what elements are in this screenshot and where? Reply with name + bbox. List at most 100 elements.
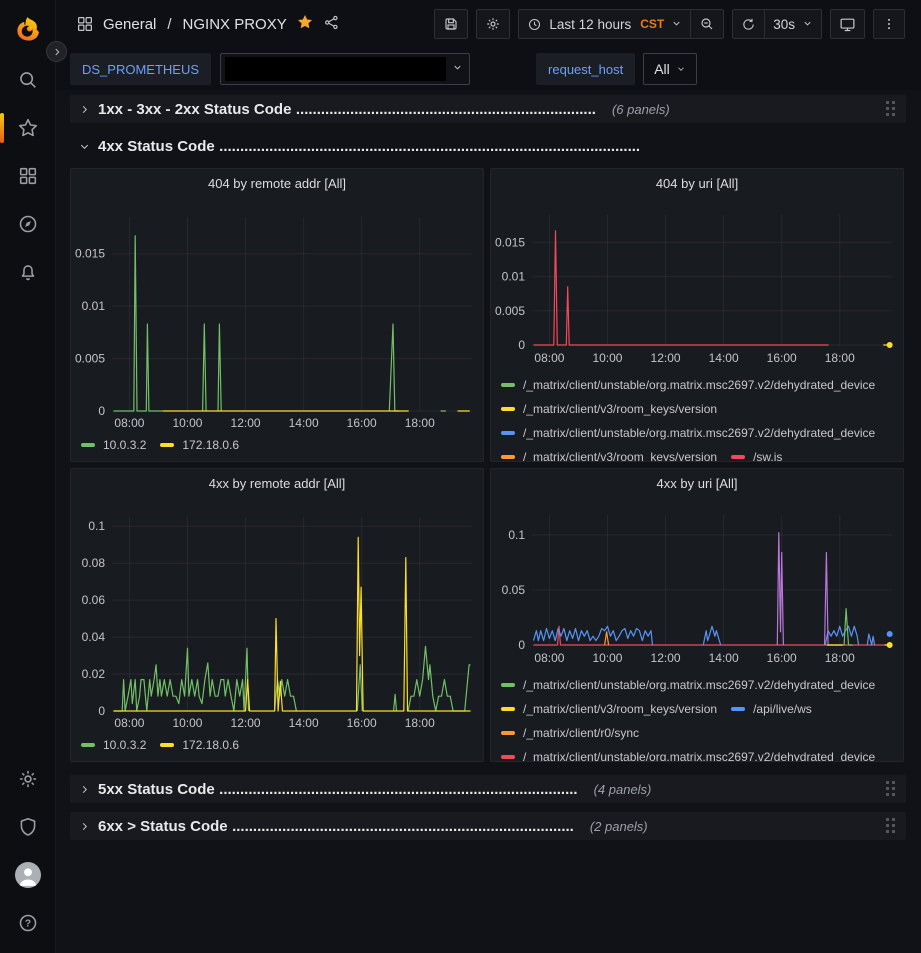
sidebar-expand-button[interactable] [46, 41, 67, 62]
row-header-5xx[interactable]: 5xx Status Code ........................… [70, 775, 906, 803]
refresh-button[interactable] [733, 10, 764, 38]
row-title: 4xx Status Code [98, 138, 215, 155]
panel-title[interactable]: 404 by remote addr [All] [71, 169, 483, 197]
more-options-button[interactable] [874, 10, 904, 38]
sidebar-item-explore[interactable] [0, 200, 56, 248]
sidebar-item-profile[interactable] [0, 851, 56, 899]
row-leader-dots: ........................................… [219, 781, 577, 798]
legend-swatch [501, 731, 515, 735]
chart-4xx-by-uri[interactable]: 00.050.108:0010:0012:0014:0016:0018:00 [492, 497, 904, 676]
dashboard-settings-button[interactable] [477, 10, 509, 38]
sidebar-item-alerting[interactable] [0, 248, 56, 296]
chevron-down-icon [671, 17, 682, 32]
row-drag-handle[interactable] [884, 816, 898, 836]
legend-item[interactable]: /_matrix/client/unstable/org.matrix.msc2… [501, 423, 875, 443]
panel-title[interactable]: 4xx by uri [All] [491, 469, 903, 497]
active-indicator [0, 113, 4, 143]
x-axis-label: 08:00 [534, 351, 564, 365]
panel-legend: 10.0.3.2 172.18.0.6 [81, 735, 479, 755]
variable-value-request-host[interactable]: All [643, 53, 697, 85]
legend-label: /_matrix/client/v3/room_keys/version [523, 402, 717, 416]
time-range-label: Last 12 hours [549, 17, 631, 32]
sidebar-item-dashboards[interactable] [0, 152, 56, 200]
panel-legend: /_matrix/client/unstable/org.matrix.msc2… [501, 375, 899, 462]
row-panel-count: (2 panels) [590, 819, 648, 834]
series-line [605, 632, 609, 645]
legend-item[interactable]: /_matrix/client/unstable/org.matrix.msc2… [501, 747, 875, 762]
favorite-star-button[interactable] [296, 13, 314, 35]
legend-item[interactable]: /_matrix/client/unstable/org.matrix.msc2… [501, 675, 875, 695]
gear-icon [485, 16, 501, 32]
y-axis-label: 0.02 [82, 667, 106, 681]
sidebar-item-server-admin[interactable] [0, 803, 56, 851]
legend-label: /_matrix/client/v3/room_keys/version [523, 702, 717, 716]
legend-item[interactable]: /api/live/ws [731, 699, 812, 719]
sidebar-item-settings[interactable] [0, 755, 56, 803]
row-drag-handle[interactable] [884, 99, 898, 119]
x-axis-label: 18:00 [405, 416, 435, 430]
x-axis-label: 14:00 [709, 651, 739, 665]
chart-4xx-by-remote-addr[interactable]: 00.020.040.060.080.108:0010:0012:0014:00… [72, 497, 484, 742]
refresh-interval-picker[interactable]: 30s [764, 10, 821, 38]
y-axis-label: 0 [518, 638, 525, 652]
legend-label: /_matrix/client/r0/sync [523, 726, 639, 740]
legend-item[interactable]: /_matrix/client/v3/room_keys/version [501, 447, 717, 462]
legend-swatch [81, 443, 95, 447]
share-button[interactable] [323, 14, 340, 35]
legend-item[interactable]: /_matrix/client/unstable/org.matrix.msc2… [501, 375, 875, 395]
x-axis-label: 12:00 [651, 351, 681, 365]
redacted-value [225, 57, 446, 81]
row-drag-handle[interactable] [884, 779, 898, 799]
legend-item[interactable]: /_matrix/client/v3/room_keys/version [501, 699, 717, 719]
save-dashboard-button[interactable] [435, 10, 467, 38]
chart-404-by-uri[interactable]: 00.0050.010.01508:0010:0012:0014:0016:00… [492, 197, 904, 376]
legend-swatch [501, 407, 515, 411]
row-panel-count: (4 panels) [594, 782, 652, 797]
sidebar-item-starred[interactable] [0, 104, 56, 152]
y-axis-label: 0.01 [502, 270, 526, 284]
series-point [887, 342, 893, 348]
legend-item[interactable]: 10.0.3.2 [81, 435, 146, 455]
chart-404-by-remote-addr[interactable]: 00.0050.010.01508:0010:0012:0014:0016:00… [72, 197, 484, 442]
sidebar-item-search[interactable] [0, 56, 56, 104]
legend-swatch [501, 707, 515, 711]
variable-value-ds-prometheus[interactable] [220, 53, 470, 85]
sidebar-item-help[interactable]: ? [0, 899, 56, 947]
variables-bar: DS_PROMETHEUS request_host All [56, 48, 921, 90]
legend-item[interactable]: /sw.js [731, 447, 782, 462]
chevron-right-icon [79, 784, 90, 795]
panel-4xx-by-remote-addr: 4xx by remote addr [All] 00.020.040.060.… [70, 468, 484, 762]
legend-swatch [501, 455, 515, 459]
legend-item[interactable]: /_matrix/client/v3/room_keys/version [501, 399, 717, 419]
legend-item[interactable]: /_matrix/client/r0/sync [501, 723, 639, 743]
legend-label: 10.0.3.2 [103, 438, 146, 452]
legend-swatch [81, 743, 95, 747]
panel-title[interactable]: 404 by uri [All] [491, 169, 903, 197]
series-line [114, 236, 446, 411]
cycle-view-mode-button[interactable] [831, 10, 864, 38]
time-range-picker[interactable]: Last 12 hours CST [519, 10, 690, 38]
row-header-1xx-3xx-2xx[interactable]: 1xx - 3xx - 2xx Status Code ............… [70, 95, 906, 123]
chevron-down-icon [676, 61, 686, 77]
y-axis-label: 0.01 [82, 299, 106, 313]
legend-item[interactable]: 10.0.3.2 [81, 735, 146, 755]
legend-label: 172.18.0.6 [182, 738, 239, 752]
refresh-icon [741, 17, 756, 32]
chevron-down-icon [79, 141, 90, 152]
legend-swatch [160, 443, 174, 447]
breadcrumb-section[interactable]: General [103, 16, 156, 33]
chevron-right-icon [52, 47, 62, 57]
legend-item[interactable]: 172.18.0.6 [160, 735, 239, 755]
zoom-out-time-button[interactable] [690, 10, 723, 38]
legend-item[interactable]: 172.18.0.6 [160, 435, 239, 455]
y-axis-label: 0.08 [82, 556, 106, 570]
x-axis-label: 16:00 [767, 651, 797, 665]
star-filled-icon [296, 13, 314, 31]
x-axis-label: 12:00 [231, 716, 261, 730]
series-line [777, 533, 828, 645]
dashboard-title: NGINX PROXY [183, 16, 287, 33]
panel-title[interactable]: 4xx by remote addr [All] [71, 469, 483, 497]
avatar [15, 862, 41, 888]
row-header-6xx[interactable]: 6xx > Status Code ......................… [70, 812, 906, 840]
row-header-4xx[interactable]: 4xx Status Code ........................… [70, 134, 906, 158]
